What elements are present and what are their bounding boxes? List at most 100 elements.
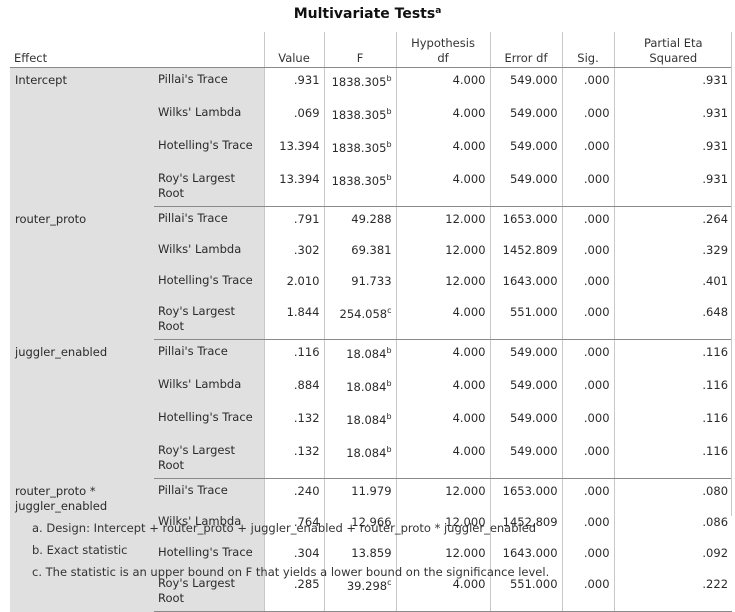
statistic-cell: Wilks' Lambda <box>154 510 265 541</box>
error-df-cell: 551.000 <box>489 300 563 340</box>
statistic-cell: Hotelling's Trace <box>154 541 265 572</box>
partial-eta-cell: .648 <box>613 300 733 340</box>
header-effect: Effect <box>10 32 265 68</box>
f-cell: 49.288 <box>323 206 397 238</box>
statistic-label: Root <box>158 319 185 333</box>
f-footnote-mark: b <box>386 445 392 454</box>
f-cell: 91.733 <box>323 269 397 300</box>
value-cell: .884 <box>263 373 325 406</box>
partial-eta-cell: .116 <box>613 339 733 373</box>
f-value: 91.733 <box>351 274 392 288</box>
table-title: Multivariate Testsa <box>0 6 735 22</box>
statistic-cell: Hotelling's Trace <box>154 134 265 167</box>
title-footnote-mark: a <box>435 6 442 16</box>
value-cell: .302 <box>263 238 325 269</box>
statistic-cell: Wilks' Lambda <box>154 238 265 269</box>
statistic-cell: Hotelling's Trace <box>154 406 265 439</box>
hypothesis-df-cell: 12.000 <box>395 238 491 269</box>
effect-label: router_proto <box>15 211 87 226</box>
statistic-cell: Pillai's Trace <box>154 206 265 238</box>
statistic-label: Wilks' Lambda <box>158 377 242 391</box>
header-hypothesis-df: Hypothesis df <box>395 32 491 68</box>
statistic-label: Pillai's Trace <box>158 483 228 497</box>
f-cell: 11.979 <box>323 478 397 510</box>
statistic-cell: Pillai's Trace <box>154 478 265 510</box>
partial-eta-cell: .931 <box>613 134 733 167</box>
sig-cell: .000 <box>561 206 615 238</box>
header-sig: Sig. <box>561 32 615 68</box>
value-cell: .240 <box>263 478 325 510</box>
partial-eta-cell: .116 <box>613 373 733 406</box>
hypothesis-df-cell: 12.000 <box>395 510 491 541</box>
f-value: 11.979 <box>351 484 392 498</box>
error-df-cell: 1452.809 <box>489 238 563 269</box>
hypothesis-df-cell: 4.000 <box>395 134 491 167</box>
f-value: 1838.305 <box>331 108 387 122</box>
hypothesis-df-cell: 4.000 <box>395 406 491 439</box>
error-df-cell: 1653.000 <box>489 478 563 510</box>
title-text: Multivariate Tests <box>293 6 436 22</box>
value-cell: .132 <box>263 406 325 439</box>
hypothesis-df-cell: 12.000 <box>395 269 491 300</box>
statistic-label: Root <box>158 458 185 472</box>
statistic-label: Wilks' Lambda <box>158 105 242 119</box>
hypothesis-df-cell: 4.000 <box>395 373 491 406</box>
partial-eta-cell: .222 <box>613 572 733 612</box>
statistic-label: Hotelling's Trace <box>158 410 253 424</box>
header-partial-eta-line2: Squared <box>649 51 698 65</box>
sig-cell: .000 <box>561 101 615 134</box>
value-cell: 2.010 <box>263 269 325 300</box>
error-df-cell: 549.000 <box>489 406 563 439</box>
f-cell: 18.084b <box>323 339 397 373</box>
f-footnote-mark: b <box>386 346 392 355</box>
f-value: 18.084 <box>346 347 387 361</box>
statistic-cell: Roy's Largest Root <box>154 300 265 340</box>
error-df-cell: 549.000 <box>489 373 563 406</box>
statistic-label: Roy's Largest <box>158 304 235 318</box>
statistic-label: Root <box>158 591 185 605</box>
f-value: 1838.305 <box>331 141 387 155</box>
f-cell: 254.058c <box>323 300 397 340</box>
partial-eta-cell: .931 <box>613 67 733 101</box>
f-value: 49.288 <box>351 212 392 226</box>
f-value: 69.381 <box>351 243 392 257</box>
hypothesis-df-cell: 12.000 <box>395 478 491 510</box>
f-cell: 1838.305b <box>323 134 397 167</box>
f-cell: 18.084b <box>323 439 397 479</box>
f-footnote-mark: b <box>386 74 392 83</box>
partial-eta-cell: .092 <box>613 541 733 572</box>
error-df-cell: 549.000 <box>489 167 563 207</box>
statistic-label: Wilks' Lambda <box>158 242 242 256</box>
header-f: F <box>323 32 397 68</box>
value-cell: .132 <box>263 439 325 479</box>
f-footnote-mark: b <box>386 173 392 182</box>
f-footnote-mark: b <box>386 379 392 388</box>
statistic-cell: Hotelling's Trace <box>154 269 265 300</box>
statistic-cell: Roy's Largest Root <box>154 167 265 207</box>
effect-label: juggler_enabled <box>15 344 108 359</box>
table-row: Wilks' Lambda .302 69.381 12.000 1452.809.00… <box>10 238 733 269</box>
sig-cell: .000 <box>561 238 615 269</box>
table-row: Wilks' Lambda .764 12.966 12.000 1452.809.00… <box>10 510 733 541</box>
header-error-df: Error df <box>489 32 563 68</box>
value-cell: .116 <box>263 339 325 373</box>
statistic-cell: Wilks' Lambda <box>154 373 265 406</box>
value-cell: .791 <box>263 206 325 238</box>
partial-eta-cell: .931 <box>613 167 733 207</box>
table-row: juggler_enabled Pillai's Trace .116 18.084b… <box>10 339 733 479</box>
sig-cell: .000 <box>561 167 615 207</box>
footnote-a: a. Design: Intercept + router_proto + ju… <box>32 521 537 535</box>
hypothesis-df-cell: 4.000 <box>395 101 491 134</box>
f-footnote-mark: b <box>386 107 392 116</box>
hypothesis-df-cell: 4.000 <box>395 439 491 479</box>
sig-cell: .000 <box>561 339 615 373</box>
statistic-cell: Wilks' Lambda <box>154 101 265 134</box>
header-hypothesis-df-line1: Hypothesis <box>411 36 475 50</box>
effect-cell: juggler_enabled <box>10 339 154 479</box>
error-df-cell: 1643.000 <box>489 269 563 300</box>
f-value: 1838.305 <box>331 75 387 89</box>
value-cell: .764 <box>263 510 325 541</box>
table-right-border <box>731 32 732 516</box>
value-cell: .931 <box>263 67 325 101</box>
partial-eta-cell: .086 <box>613 510 733 541</box>
